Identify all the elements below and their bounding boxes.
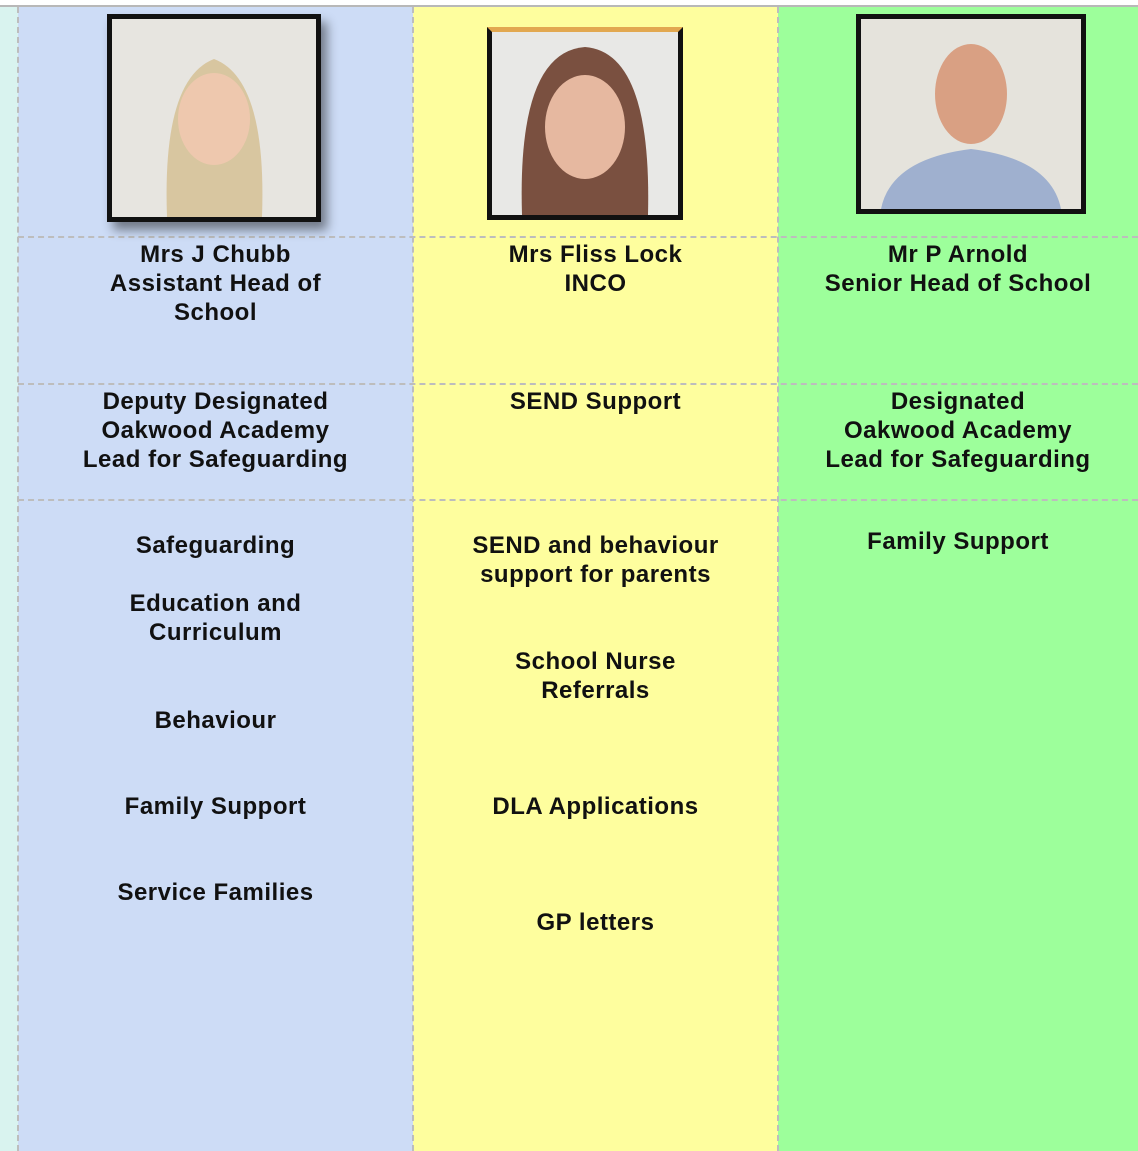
duty: Service Families [18, 878, 413, 907]
text-line: Designated [890, 388, 1026, 415]
duty: Behaviour [18, 706, 413, 735]
text-line: support for parents [480, 561, 711, 588]
text-line: Oakwood Academy [843, 417, 1072, 444]
divider [18, 236, 1138, 238]
text-line: Mrs J Chubb [140, 241, 291, 268]
designation: Designated Oakwood Academy Lead for Safegu… [778, 387, 1138, 474]
staff-name: Mr P Arnold [778, 240, 1138, 269]
portrait [112, 19, 316, 217]
photo [856, 14, 1086, 214]
portrait [861, 19, 1081, 209]
text-line: Family Support [867, 528, 1049, 555]
text-line: Deputy Designated [102, 388, 329, 415]
photo [107, 14, 321, 222]
duty: SEND and behaviour support for parents [413, 531, 778, 589]
duty: Family Support [778, 527, 1138, 556]
divider [17, 7, 19, 1151]
divider [777, 7, 779, 1151]
divider [412, 7, 414, 1151]
text-line: Service Families [117, 879, 314, 906]
text-line: Lead for Safeguarding [82, 446, 349, 473]
staff-role: INCO [413, 269, 778, 298]
text-line: Lead for Safeguarding [825, 446, 1091, 473]
text-line: Curriculum [148, 619, 282, 646]
staff-role: Senior Head of School [778, 269, 1138, 298]
text-line: Senior Head of School [824, 270, 1092, 297]
text-line: INCO [564, 270, 627, 297]
top-border [0, 5, 1138, 7]
duty: Education and Curriculum [18, 589, 413, 647]
text-line: School [173, 299, 257, 326]
divider [18, 499, 1138, 501]
duty: GP letters [413, 908, 778, 937]
text-line: Safeguarding [135, 532, 296, 559]
staff-name: Mrs Fliss Lock [413, 240, 778, 269]
designation: Deputy Designated Oakwood Academy Lead for… [18, 387, 413, 474]
text-line: Referrals [541, 677, 650, 704]
text-line: Behaviour [154, 707, 277, 734]
text-line: DLA Applications [492, 793, 699, 820]
text-line: Family Support [124, 793, 307, 820]
staff-role: Assistant Head of School [18, 269, 413, 327]
text-line: Oakwood Academy [101, 417, 330, 444]
duty: Family Support [18, 792, 413, 821]
duty: DLA Applications [413, 792, 778, 821]
photo [487, 27, 683, 220]
text-line: Assistant Head of [109, 270, 322, 297]
designation: SEND Support [413, 387, 778, 416]
text-line: Mrs Fliss Lock [508, 241, 683, 268]
duty: Safeguarding [18, 531, 413, 560]
staff-name: Mrs J Chubb [18, 240, 413, 269]
text-line: SEND Support [509, 388, 682, 415]
left-strip [0, 7, 18, 1151]
text-line: SEND and behaviour [472, 532, 719, 559]
text-line: School Nurse [515, 648, 676, 675]
portrait [492, 32, 678, 215]
text-line: Mr P Arnold [887, 241, 1029, 268]
text-line: Education and [129, 590, 302, 617]
duty: School Nurse Referrals [413, 647, 778, 705]
divider [18, 383, 1138, 385]
text-line: GP letters [536, 909, 655, 936]
